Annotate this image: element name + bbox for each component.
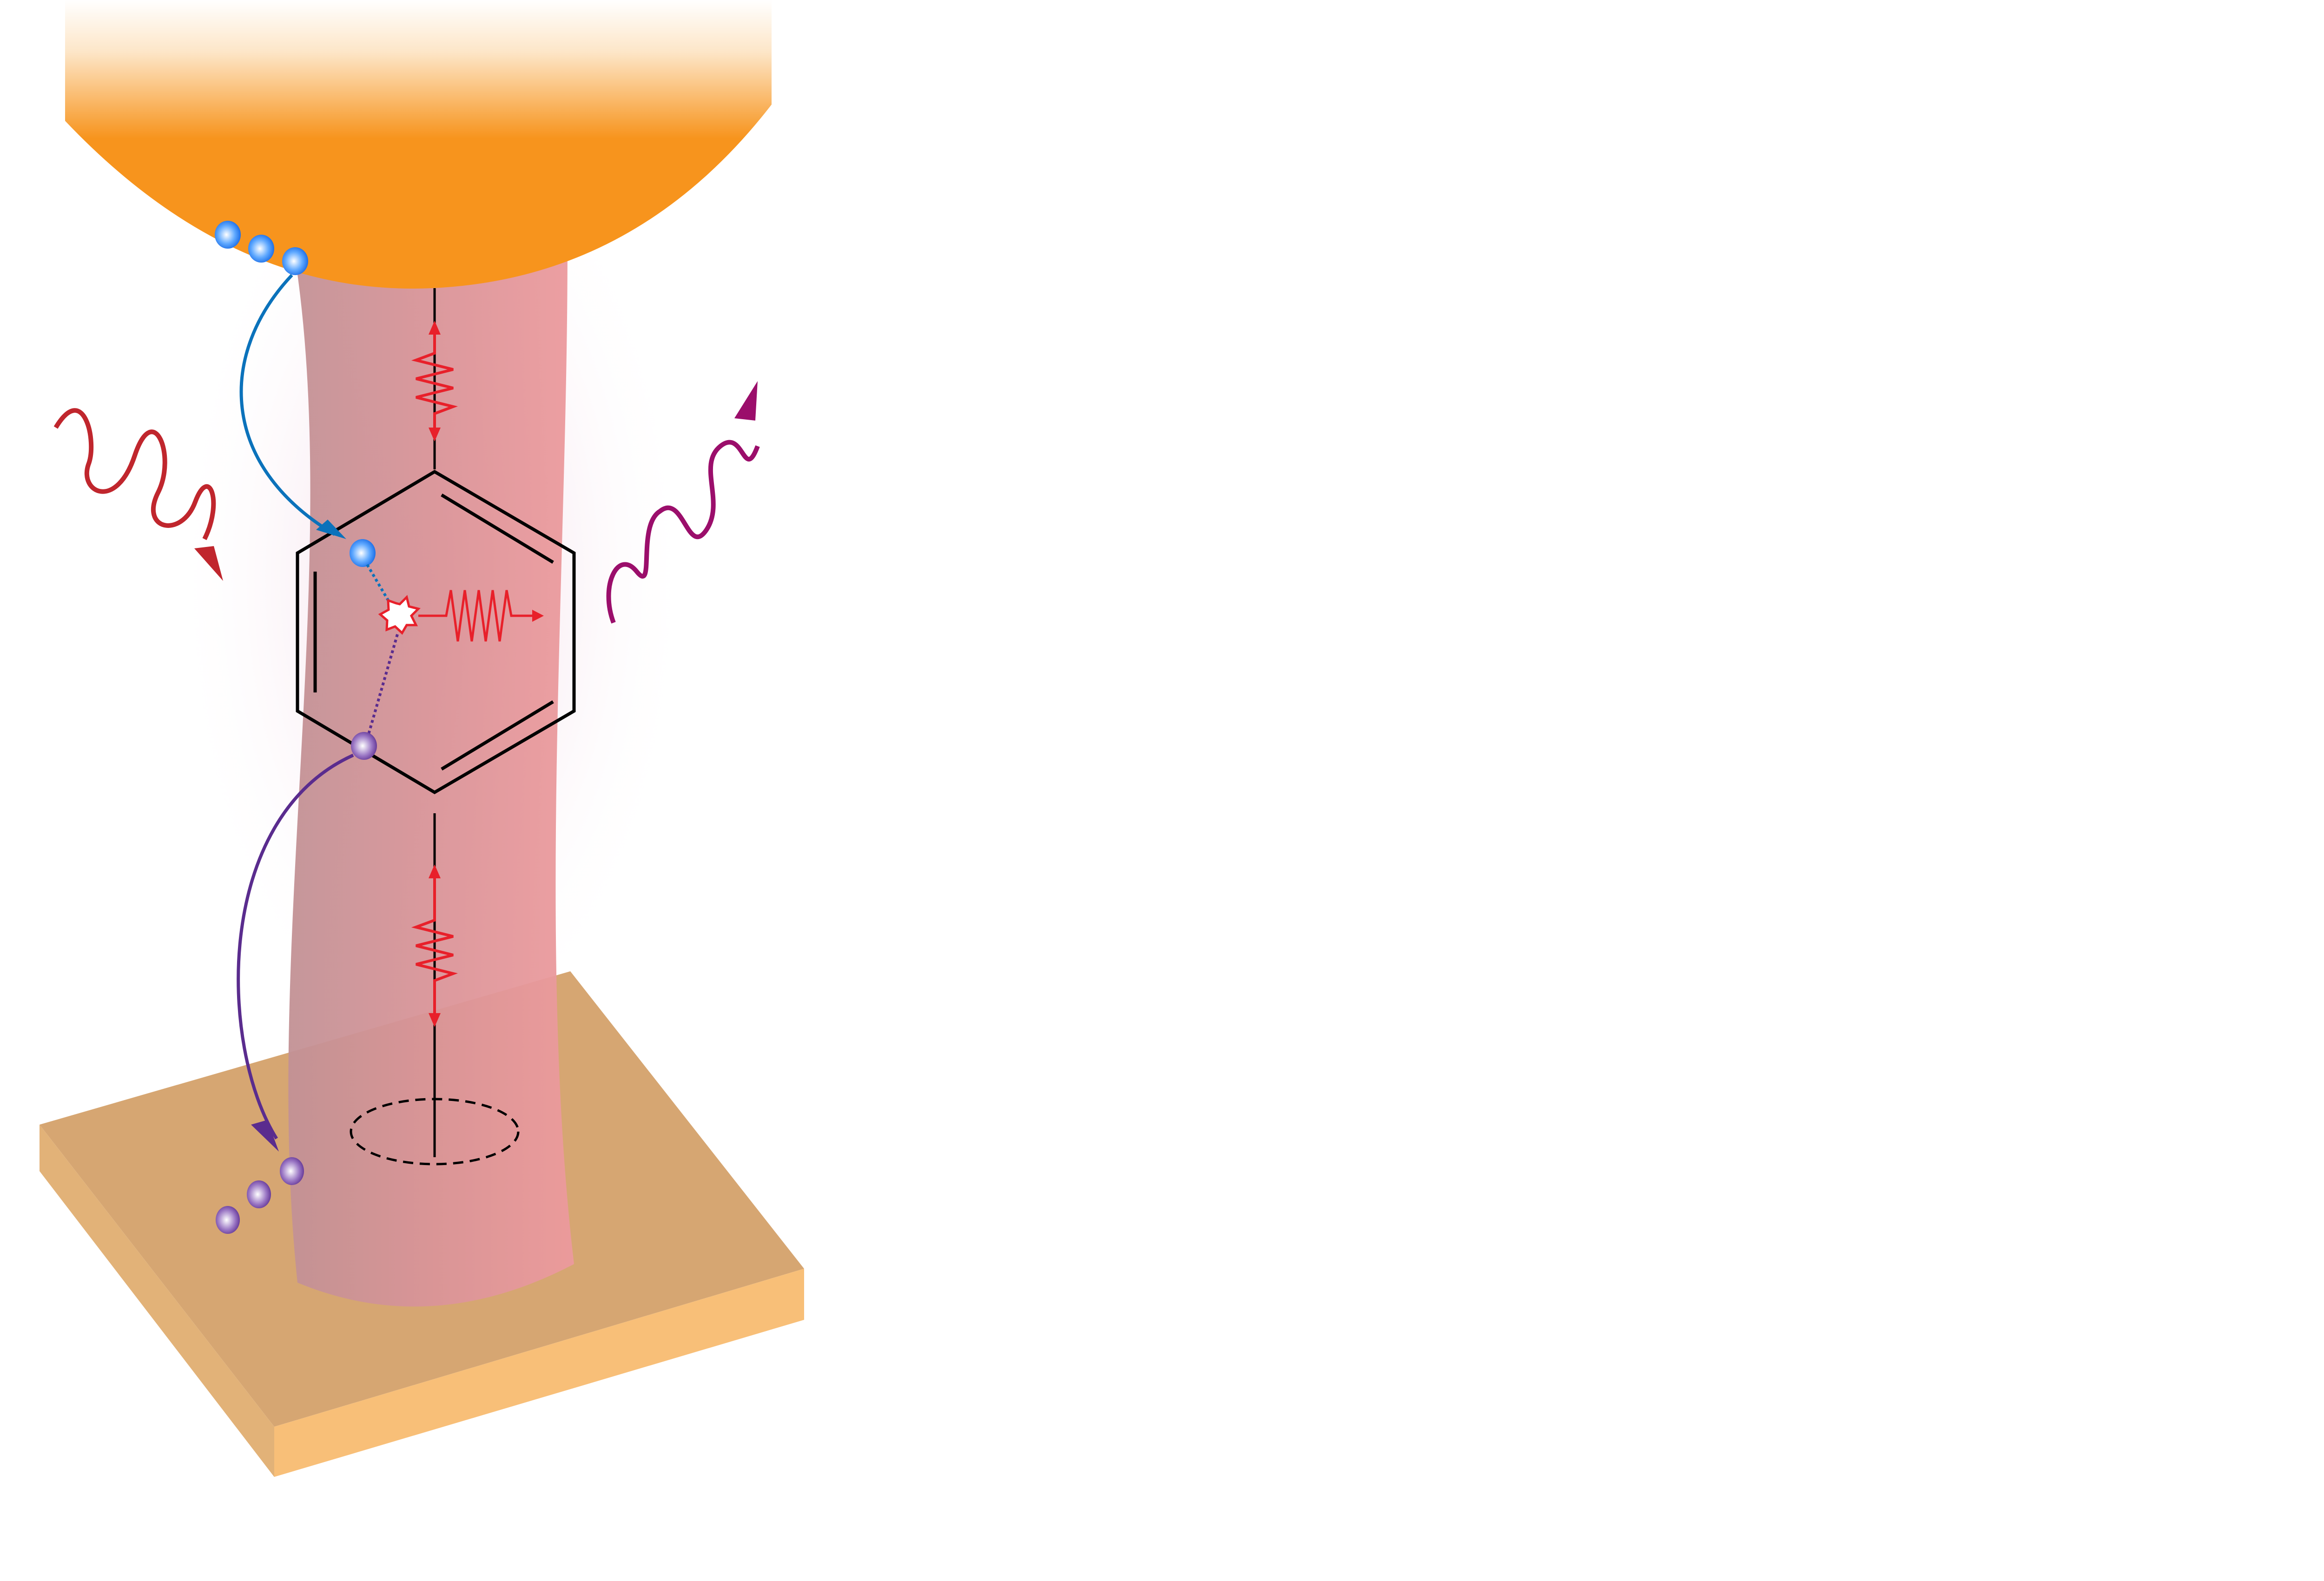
phonon-burst-icon [378, 595, 421, 635]
electrons-np [215, 221, 308, 275]
spring-top-icon [411, 321, 458, 441]
electron-molecule [350, 539, 376, 567]
incident-photon-icon [53, 408, 216, 540]
electrons-film [216, 1157, 304, 1234]
sp-beam [284, 195, 574, 1307]
benzene-ring [296, 469, 576, 795]
hole-molecule [351, 732, 377, 760]
tunnel-path-1 [366, 564, 392, 605]
au-nanoparticle [65, 0, 772, 289]
gamma2-arrow [237, 753, 354, 1140]
gamma1-arrowhead-icon [316, 520, 346, 539]
scattered-photon-icon [606, 440, 760, 624]
phonon-spring-icon [418, 590, 535, 642]
gamma2-arrowhead-icon [251, 1120, 279, 1152]
incident-arrow-icon [194, 546, 223, 581]
panel-a [40, 0, 804, 1477]
phonon-arrow-icon [532, 610, 544, 622]
tunnel-path-2 [366, 634, 399, 739]
spring-bottom-icon [411, 864, 458, 1027]
gamma1-arrow [239, 274, 336, 536]
scattered-arrow-icon [734, 381, 758, 421]
